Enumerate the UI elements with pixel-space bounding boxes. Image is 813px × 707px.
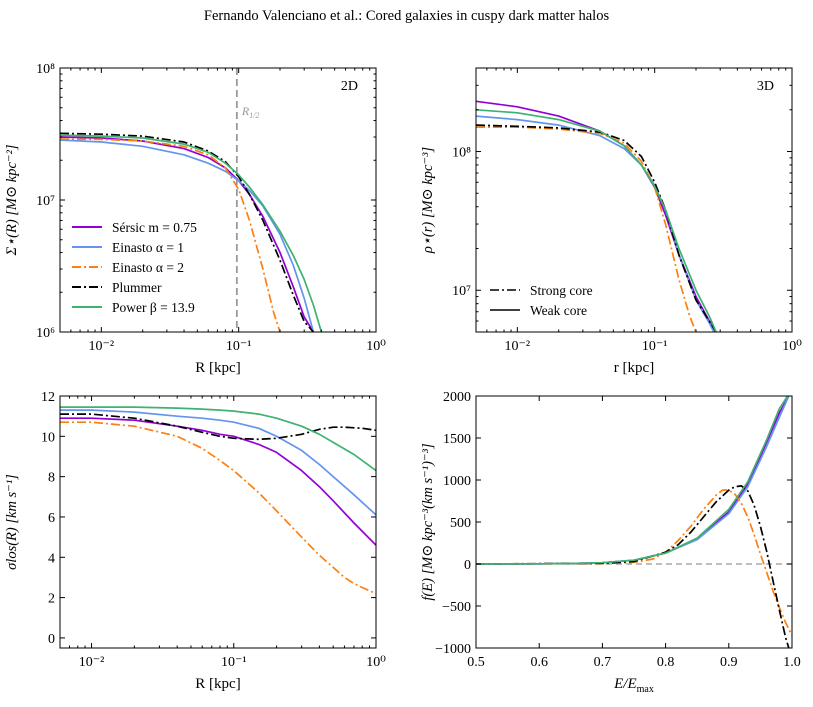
series-line-einasto-1 [476, 115, 715, 332]
y-tick-label: 10⁷ [36, 194, 55, 209]
y-tick-label: 10⁶ [36, 326, 55, 341]
panel-2: 10⁻² 10⁻¹ 10⁰ 10⁷ 10⁸ r [kpc] ρ⋆(r) [M⊙ kpc⁻³]… [420, 67, 802, 376]
y-tick-label: 10⁸ [36, 62, 55, 77]
panel-4: 0.5 0.6 0.7 0.8 0.9 1.0 −1000 −500 0 500 1000 1500 2… [420, 390, 801, 695]
legend-label: Strong core [530, 283, 593, 298]
series-line-s-rsic-m-0-75 [60, 417, 376, 546]
y-tick-label: 10 [41, 430, 55, 445]
series-line-s-rsic-m-0-75 [476, 100, 717, 332]
panel-3: 10⁻² 10⁻¹ 10⁰ 0 2 4 6 8 10 12 R [kpc] σlos(R) [km s… [4, 390, 386, 692]
legend-label: Power β = 13.9 [112, 300, 195, 315]
series-line-einasto-2 [476, 489, 792, 636]
y-tick-label: 2 [48, 592, 55, 607]
y-axis-label: Σ⋆(R) [M⊙ kpc⁻²] [4, 144, 20, 256]
y-tick-label: −500 [442, 600, 471, 615]
series-line-plummer [476, 485, 790, 648]
x-axis-label-sub: max [637, 684, 654, 695]
x-tick-label: 10⁻¹ [642, 339, 668, 354]
x-axis-label: r [kpc] [614, 360, 654, 376]
series-line-s-rsic-m-0-75 [476, 396, 790, 565]
x-tick-label: 10⁰ [366, 339, 386, 354]
legend: Strong core Weak core [490, 283, 593, 318]
legend-label: Einasto α = 2 [112, 260, 184, 275]
y-tick-label: 6 [48, 511, 55, 526]
y-tick-label: −1000 [435, 642, 471, 657]
y-axis-label: f(E) [M⊙ kpc⁻³(km s⁻¹)⁻³] [420, 443, 436, 600]
series-line-einasto-1 [476, 396, 790, 565]
legend-label: Sérsic m = 0.75 [112, 220, 197, 235]
legend: Sérsic m = 0.75 Einasto α = 1 Einasto α = … [72, 220, 197, 315]
series-line-plummer [60, 413, 376, 441]
axes-frame [59, 67, 377, 333]
y-tick-label: 500 [450, 516, 471, 531]
y-axis-label: ρ⋆(r) [M⊙ kpc⁻³] [420, 147, 436, 254]
x-tick-label: 10⁻² [89, 339, 115, 354]
series-line-plummer [476, 124, 717, 332]
x-axis-label: R [kpc] [195, 676, 240, 692]
y-tick-label: 2000 [443, 390, 471, 405]
x-tick-label: 0.6 [530, 655, 548, 670]
x-tick-label: 1.0 [783, 655, 801, 670]
legend-label: Einasto α = 1 [112, 240, 184, 255]
series-line-power-13-9 [60, 406, 376, 472]
panel-tag: 3D [757, 79, 774, 94]
series-line-power-13-9 [476, 108, 717, 332]
series-line-power-13-9 [476, 396, 789, 565]
y-tick-label: 0 [464, 558, 471, 573]
half-light-radius-label: R1/2 [241, 104, 260, 120]
y-axis-label: σlos(R) [km s⁻¹] [4, 474, 20, 570]
y-tick-label: 4 [48, 551, 55, 566]
series-line-einasto-1 [60, 139, 315, 332]
y-tick-label: 10⁷ [452, 284, 471, 299]
axes-frame [59, 395, 377, 649]
y-tick-label: 0 [48, 632, 55, 647]
legend-label: Weak core [530, 303, 587, 318]
x-axis-label-main: R [kpc] [195, 360, 240, 376]
series-line-einasto-2 [476, 126, 697, 332]
x-axis-label-main: E/E [613, 676, 637, 692]
series-line-plummer [60, 132, 315, 332]
x-axis-label-main: r [kpc] [614, 360, 654, 376]
axes-frame [475, 395, 793, 649]
x-tick-label: 10⁰ [366, 655, 386, 670]
y-tick-label: 10⁸ [452, 146, 471, 161]
axes-frame [475, 67, 793, 333]
x-tick-label: 10⁻¹ [221, 655, 247, 670]
panel-tag: 2D [341, 79, 358, 94]
x-tick-label: 10⁻¹ [226, 339, 252, 354]
series-line-einasto-2 [60, 138, 281, 332]
y-tick-label: 1000 [443, 474, 471, 489]
x-tick-label: 0.8 [657, 655, 675, 670]
x-axis-label: R [kpc] [195, 360, 240, 376]
x-tick-label: 0.5 [467, 655, 485, 670]
x-tick-label: 10⁰ [782, 339, 802, 354]
y-tick-label: 1500 [443, 432, 471, 447]
legend-label: Plummer [112, 280, 162, 295]
y-tick-label: 12 [41, 390, 55, 405]
series-line-einasto-1 [60, 409, 376, 516]
x-tick-label: 0.9 [720, 655, 738, 670]
x-tick-label: 10⁻² [79, 655, 105, 670]
series-line-einasto-2 [60, 421, 376, 595]
y-tick-label: 8 [48, 471, 55, 486]
x-tick-label: 10⁻² [505, 339, 531, 354]
x-axis-label: E/Emax [613, 676, 654, 695]
page-header: Fernando Valenciano et al.: Cored galaxi… [203, 8, 610, 24]
half-light-radius-label-main: R [241, 104, 250, 118]
half-light-radius-label-sub: 1/2 [249, 111, 259, 120]
panel-1: R1/2 10⁻² 10⁻¹ 10⁰ 10⁶ 10⁷ 10⁸ R [kpc] Σ⋆(R) [M⊙… [4, 62, 386, 376]
series-line-power-13-9 [60, 134, 323, 332]
x-axis-label-main: R [kpc] [195, 676, 240, 692]
x-tick-label: 0.7 [594, 655, 612, 670]
